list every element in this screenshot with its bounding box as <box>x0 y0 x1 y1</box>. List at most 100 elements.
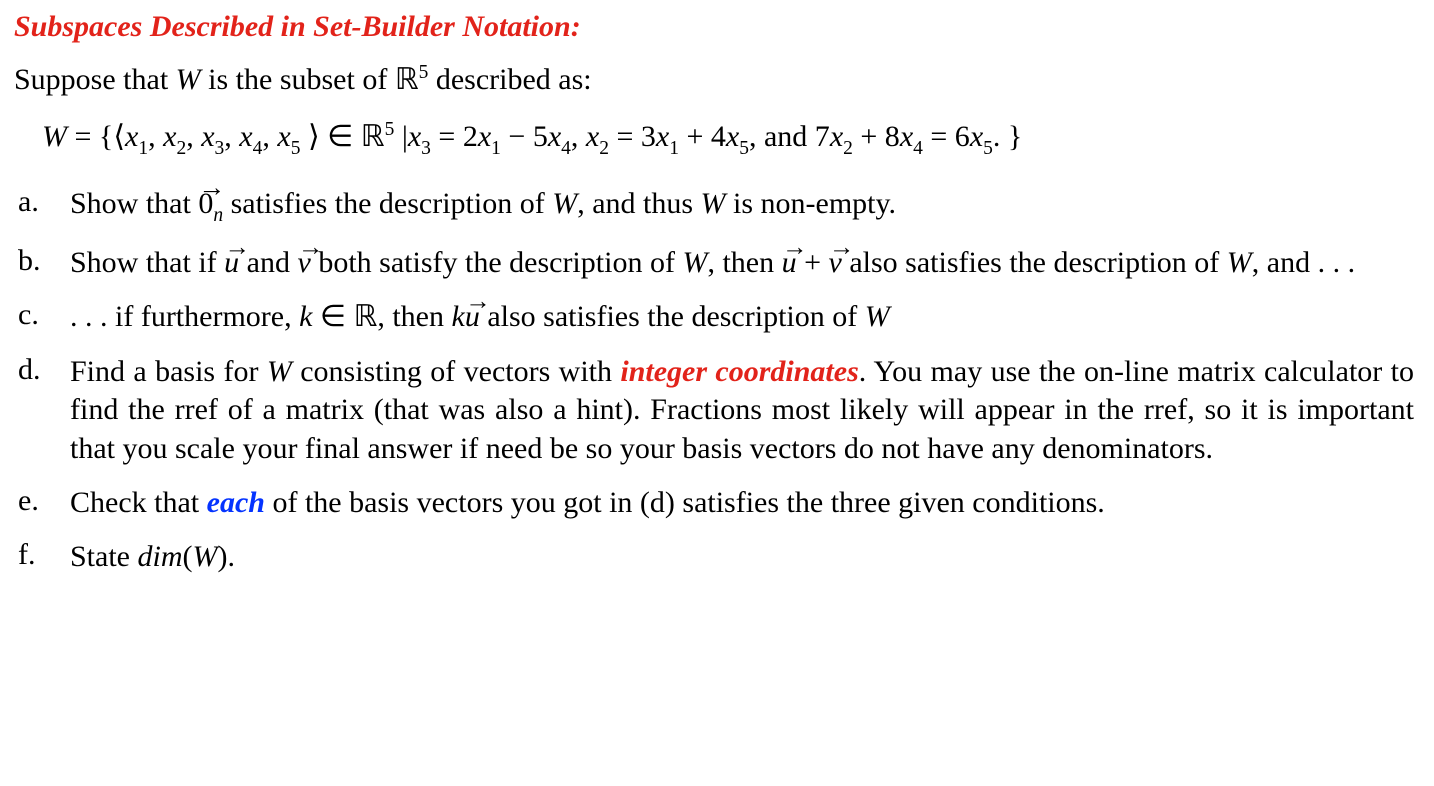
c-k: k <box>299 300 312 333</box>
eq-R: ℝ <box>361 119 385 154</box>
b-t1: Show that if <box>70 246 224 279</box>
intro-W: W <box>176 63 201 96</box>
e-blue: each <box>207 486 265 519</box>
a-t3: , and thus <box>577 187 700 220</box>
f-dot: . <box>228 540 236 573</box>
c-t3: also satisfies the description of <box>480 300 865 333</box>
eq-end: . <box>993 120 1008 153</box>
item-f: f. State dim(W). <box>18 538 1420 576</box>
eq-x5-sub: 5 <box>291 138 301 159</box>
a-t1: Show that <box>70 187 198 220</box>
eq-c2c: x <box>726 120 739 153</box>
item-e: e. Check that each of the basis vectors … <box>18 484 1420 522</box>
item-a-body: Show that →0n satisfies the description … <box>70 185 1420 228</box>
item-f-marker: f. <box>18 538 70 572</box>
eq-c3m: + 8 <box>853 120 900 153</box>
item-b-marker: b. <box>18 244 70 278</box>
eq-x4: x <box>239 120 252 153</box>
eq-c1m: − 5 <box>501 120 548 153</box>
section-title: Subspaces Described in Set-Builder Notat… <box>14 10 1420 44</box>
f-dim: dim <box>138 540 183 573</box>
c-t1: . . . if furthermore, <box>70 300 299 333</box>
zero-sub-n: n <box>213 205 223 226</box>
item-e-body: Check that each of the basis vectors you… <box>70 484 1420 522</box>
eq-x4-sub: 4 <box>253 138 263 159</box>
zero-vector: →0 <box>198 185 213 223</box>
item-b: b. Show that if →u and →v both satisfy t… <box>18 244 1420 282</box>
d-red: integer coordinates <box>620 355 858 388</box>
item-e-marker: e. <box>18 484 70 518</box>
eq-rangle: ⟩ <box>300 120 319 153</box>
d-t1: Find a basis for <box>70 355 267 388</box>
eq-in: ∈ <box>320 120 361 153</box>
item-a-marker: a. <box>18 185 70 219</box>
b-t5: also satisfies the description of <box>842 246 1227 279</box>
eq-c2b-sub: 1 <box>669 138 679 159</box>
d-W: W <box>267 355 292 388</box>
f-W: W <box>193 540 218 573</box>
eq-x1-sub: 1 <box>138 138 148 159</box>
intro-text-mid: is the subset of <box>201 63 395 96</box>
eq-c1b: x <box>478 120 491 153</box>
eq-c3c: x <box>970 120 983 153</box>
eq-langle: ⟨ <box>113 120 125 153</box>
eq-sep2: , and 7 <box>749 120 830 153</box>
set-definition: W = {⟨x1, x2, x3, x4, x5 ⟩ ∈ ℝ5 |x3 = 2x… <box>42 119 1420 159</box>
eq-c2eq: = 3 <box>609 120 656 153</box>
eq-comma4: , <box>262 120 277 153</box>
item-list: a. Show that →0n satisfies the descripti… <box>18 185 1420 577</box>
intro-line: Suppose that W is the subset of ℝ5 descr… <box>14 62 1420 97</box>
eq-comma2: , <box>186 120 201 153</box>
eq-c2m: + 4 <box>679 120 726 153</box>
c-t2: , then <box>377 300 451 333</box>
eq-W: W <box>42 120 67 153</box>
eq-bar: | <box>394 120 408 153</box>
u-vector-2: →u <box>782 244 797 282</box>
b-W2: W <box>1227 246 1252 279</box>
eq-c3c-sub: 5 <box>983 138 993 159</box>
intro-text-pre: Suppose that <box>14 63 176 96</box>
eq-x3-sub: 3 <box>215 138 225 159</box>
eq-x1: x <box>125 120 138 153</box>
eq-comma1: , <box>148 120 163 153</box>
eq-c2a: x <box>586 120 599 153</box>
eq-x3: x <box>201 120 214 153</box>
eq-c3b-sub: 4 <box>913 138 923 159</box>
e-t2: of the basis vectors you got in (d) sati… <box>265 486 1105 519</box>
b-t3: both satisfy the description of <box>311 246 683 279</box>
intro-R: ℝ <box>395 62 419 97</box>
b-W1: W <box>682 246 707 279</box>
v-vector: →v <box>298 244 311 282</box>
eq-c3a-sub: 2 <box>843 138 853 159</box>
arrow-icon: → <box>465 285 491 318</box>
item-f-body: State dim(W). <box>70 538 1420 576</box>
arrow-icon: → <box>225 231 251 264</box>
item-c-marker: c. <box>18 298 70 332</box>
intro-R-exp: 5 <box>419 62 429 83</box>
a-t2: satisfies the description of <box>223 187 552 220</box>
a-t4: is non-empty. <box>726 187 897 220</box>
c-R: ℝ <box>354 298 378 336</box>
item-d: d. Find a basis for W consisting of vect… <box>18 353 1420 468</box>
b-t4: , then <box>707 246 781 279</box>
f-rp: ) <box>218 540 228 573</box>
eq-c3eq: = 6 <box>923 120 970 153</box>
item-c-body: . . . if furthermore, k ∈ ℝ, then k→u al… <box>70 298 1420 336</box>
c-in: ∈ <box>312 300 353 333</box>
c-W: W <box>865 300 890 333</box>
a-W2: W <box>701 187 726 220</box>
eq-x2-sub: 2 <box>176 138 186 159</box>
a-W1: W <box>552 187 577 220</box>
arrow-icon: → <box>829 231 855 264</box>
item-b-body: Show that if →u and →v both satisfy the … <box>70 244 1420 282</box>
c-k2: k <box>451 300 464 333</box>
c-u-vector: →u <box>465 298 480 336</box>
eq-c3b: x <box>900 120 913 153</box>
v-vector-2: →v <box>829 244 842 282</box>
item-a: a. Show that →0n satisfies the descripti… <box>18 185 1420 228</box>
eq-sep1: , <box>571 120 586 153</box>
page: Subspaces Described in Set-Builder Notat… <box>0 0 1434 613</box>
eq-c3a: x <box>830 120 843 153</box>
eq-c1eq: = 2 <box>431 120 478 153</box>
eq-rbrace: } <box>1008 120 1022 153</box>
